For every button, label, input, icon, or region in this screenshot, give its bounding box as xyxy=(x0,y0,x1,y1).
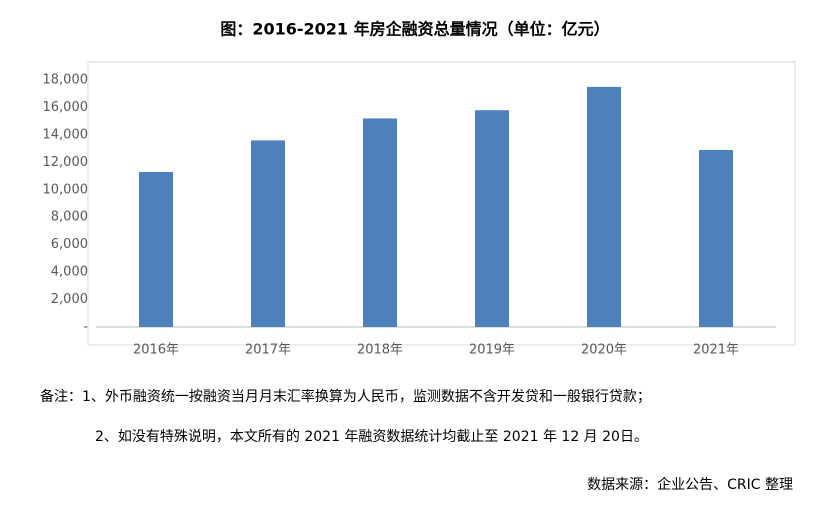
y-tick-label: 6,000 xyxy=(51,237,88,252)
chart-title: 图：2016-2021 年房企融资总量情况（单位：亿元） xyxy=(220,20,609,39)
y-tick-label: 16,000 xyxy=(43,100,89,115)
x-tick-label: 2019年 xyxy=(469,343,515,358)
y-tick-label: 8,000 xyxy=(51,210,88,225)
x-tick-label: 2021年 xyxy=(693,343,739,358)
plot-frame xyxy=(87,61,796,346)
y-tick-label: - xyxy=(83,320,88,335)
bar xyxy=(363,118,397,327)
y-tick-label: 18,000 xyxy=(43,73,89,88)
source: 数据来源：企业公告、CRIC 整理 xyxy=(587,476,793,493)
bar xyxy=(699,149,733,327)
x-tick-label: 2016年 xyxy=(133,343,179,358)
note: 备注：1、外币融资统一按融资当月月末汇率换算为人民币，监测数据不含开发贷和一般银… xyxy=(40,388,651,405)
x-tick-label: 2020年 xyxy=(581,343,627,358)
y-tick-label: 2,000 xyxy=(51,292,88,307)
x-tick-label: 2018年 xyxy=(357,343,403,358)
note: 2、如没有特殊说明，本文所有的 2021 年融资数据统计均截止至 2021 年 … xyxy=(95,429,648,445)
y-tick-label: 4,000 xyxy=(51,265,88,280)
y-tick-label: 12,000 xyxy=(43,155,89,170)
bar xyxy=(475,110,509,327)
y-tick-label: 10,000 xyxy=(43,182,89,197)
bar xyxy=(251,140,285,327)
bar xyxy=(587,86,621,327)
bar xyxy=(139,171,173,327)
y-tick-label: 14,000 xyxy=(43,127,89,142)
x-tick-label: 2017年 xyxy=(245,343,291,358)
